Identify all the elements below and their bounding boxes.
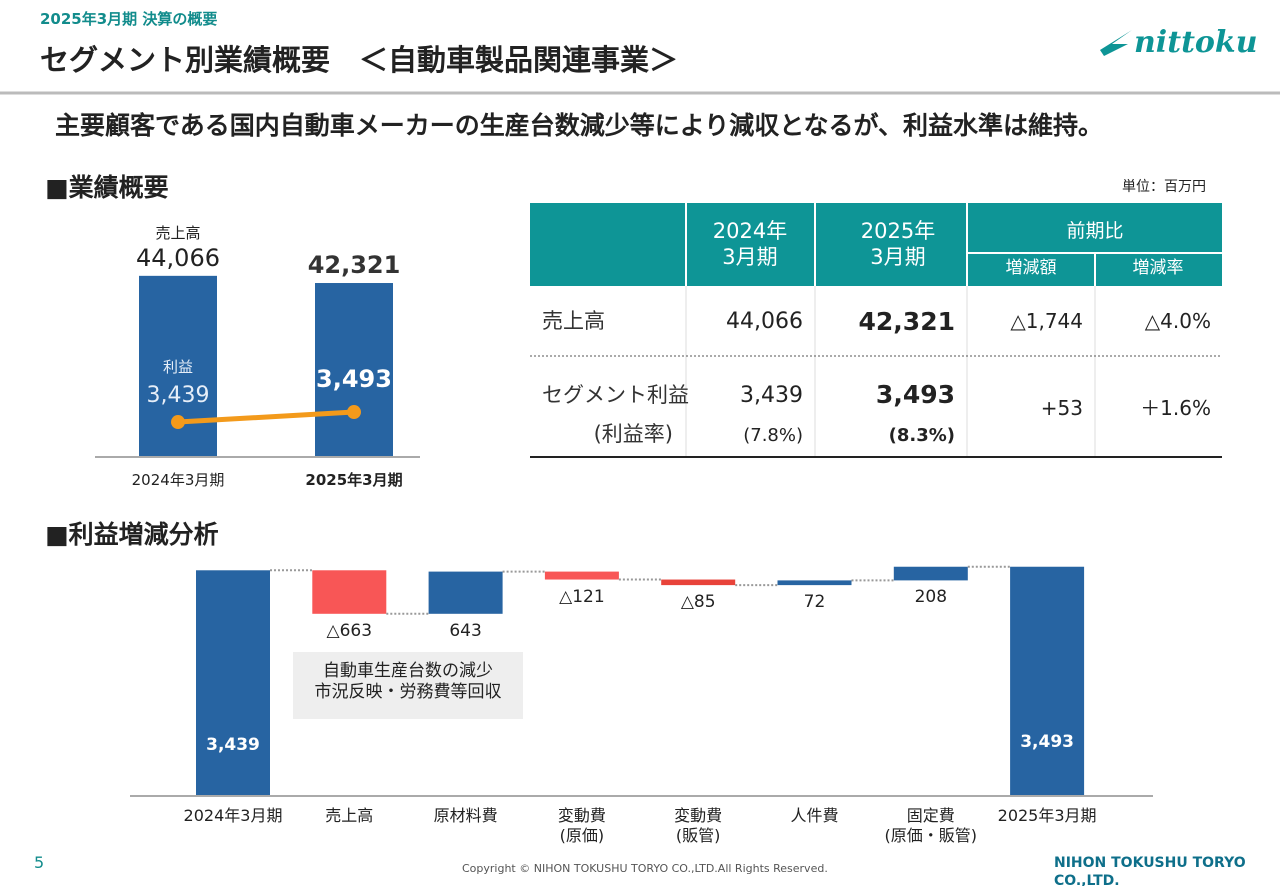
value-label: 3,439 — [146, 383, 210, 409]
page-number: 5 — [34, 853, 45, 872]
bar — [315, 283, 393, 457]
line — [177, 409, 355, 425]
value-label: △663 — [326, 620, 373, 641]
cell: 3,439 — [740, 383, 803, 408]
section-title: ■利益増減分析 — [45, 520, 219, 549]
series-label: 売上高 — [155, 223, 201, 242]
copyright: Copyright © NIHON TOKUSHU TORYO CO.,LTD.… — [462, 862, 828, 875]
x-label: 固定費 (原価・販管) — [884, 806, 978, 845]
value-label: 3,493 — [1020, 732, 1074, 752]
value-label: 643 — [449, 620, 482, 641]
cell: (8.3%) — [888, 425, 955, 446]
bar — [661, 579, 736, 586]
x-label: 売上高 — [325, 806, 374, 825]
value-label: 72 — [803, 592, 826, 613]
table-header: 2024年 3月期 — [712, 219, 788, 270]
table-header: 増減額 — [1005, 258, 1057, 278]
value-label: △85 — [680, 592, 716, 613]
cell: 44,066 — [726, 309, 803, 334]
x-label: 2025年3月期 — [997, 806, 1097, 825]
value-label: 3,493 — [316, 365, 392, 394]
annotation: 自動車生産台数の減少 市況反映・労務費等回収 — [314, 661, 502, 703]
bar — [893, 566, 968, 581]
logo: nittoku — [1134, 25, 1258, 60]
x-label: 変動費 (原価) — [557, 806, 606, 845]
section-title: ■業績概要 — [45, 173, 169, 202]
bar — [312, 570, 387, 614]
cell: (利益率) — [593, 422, 673, 446]
x-label: 2025年3月期 — [305, 471, 403, 489]
bar — [196, 570, 270, 796]
cell: 3,493 — [875, 380, 955, 409]
cell: △1,744 — [1010, 309, 1083, 333]
x-label: 2024年3月期 — [183, 806, 283, 825]
body-lines — [685, 286, 1096, 457]
cell: △4.0% — [1144, 309, 1211, 333]
cell: ＋1.6% — [1140, 396, 1211, 420]
x-label: 人件費 — [790, 806, 839, 825]
value-label: 3,439 — [206, 735, 260, 755]
value-label: 42,321 — [307, 251, 401, 279]
cell: (7.8%) — [743, 425, 803, 446]
x-label: 原材料費 — [433, 806, 498, 825]
value-label: 44,066 — [136, 243, 220, 272]
cell: 売上高 — [542, 309, 605, 333]
bar — [777, 580, 852, 586]
title: セグメント別業績概要 ＜自動車製品関連事業＞ — [40, 43, 679, 77]
annotation-box — [293, 652, 523, 719]
table-header: 前期比 — [1066, 220, 1124, 242]
table-head — [530, 203, 1222, 286]
bar — [544, 571, 619, 580]
bar — [428, 571, 503, 614]
head-lines — [685, 203, 1222, 286]
point — [347, 405, 361, 420]
series-label: 利益 — [162, 358, 194, 377]
unit: 単位：百万円 — [1122, 179, 1206, 195]
headline: 主要顧客である国内自動車メーカーの生産台数減少等により減収となるが、利益水準は維… — [55, 111, 1104, 140]
period: 2025年3月期 決算の概要 — [40, 10, 218, 28]
value-label: 208 — [914, 587, 948, 608]
logo-icon — [1100, 30, 1132, 56]
table-header: 増減率 — [1132, 258, 1184, 278]
x-label: 変動費 (販管) — [674, 806, 723, 845]
cell: 42,321 — [858, 307, 955, 336]
value-label: △121 — [559, 586, 605, 607]
cell: +53 — [1040, 396, 1083, 420]
point — [171, 415, 185, 430]
table-header: 2025年 3月期 — [860, 219, 936, 270]
x-label: 2024年3月期 — [131, 471, 225, 489]
bar — [1010, 566, 1085, 796]
cell: セグメント利益 — [542, 383, 689, 407]
company: NIHON TOKUSHU TORYO CO.,LTD. — [1054, 855, 1246, 886]
